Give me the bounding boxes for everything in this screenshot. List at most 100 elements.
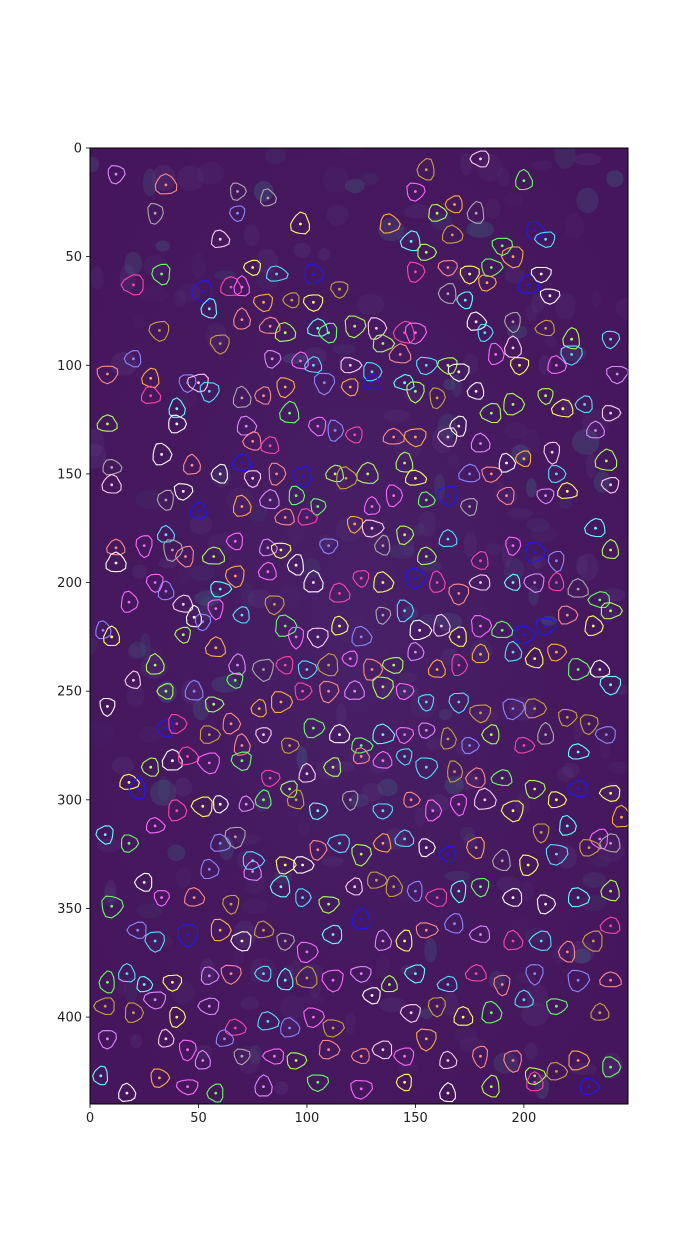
cell-contour: [505, 536, 522, 557]
cell-center-dot: [262, 668, 265, 671]
cell-center-dot: [424, 700, 428, 704]
cell-center-dot: [316, 848, 320, 852]
background-blob: [359, 172, 379, 185]
background-blob: [286, 517, 305, 545]
cell-center-dot: [160, 453, 164, 456]
cell-center-dot: [461, 1015, 465, 1019]
background-blob: [526, 518, 550, 532]
cell-center-dot: [233, 574, 237, 578]
background-blob: [249, 958, 264, 984]
background-blob: [320, 420, 343, 433]
cell-center-dot: [240, 744, 244, 747]
cell-center-dot: [576, 896, 580, 899]
background-blob: [576, 553, 599, 582]
background-blob: [601, 1052, 623, 1079]
cell-contour: [491, 620, 514, 638]
cell-contour: [395, 929, 413, 952]
cell-contour: [254, 965, 272, 982]
cell-contour: [469, 150, 490, 168]
background-blob: [430, 213, 453, 231]
cell-center-dot: [479, 559, 482, 563]
cell-center-dot: [609, 924, 612, 928]
background-blob: [133, 313, 146, 330]
cell-contour: [500, 800, 524, 823]
cell-center-dot: [576, 668, 580, 671]
cell-contour: [599, 675, 622, 696]
cell-center-dot: [414, 190, 417, 193]
y-tick-label: 0: [74, 142, 82, 157]
background-blob: [504, 421, 528, 439]
cell-center-dot: [160, 896, 164, 899]
cell-contour: [406, 261, 426, 283]
cell-center-dot: [539, 831, 543, 834]
cell-contour: [158, 1028, 175, 1048]
x-tick-label: 50: [190, 1111, 207, 1126]
cell-contour: [298, 762, 316, 783]
cell-center-dot: [576, 978, 580, 982]
cell-center-dot: [186, 933, 190, 936]
background-blob: [508, 696, 537, 721]
cell-contour: [396, 599, 415, 623]
cell-contour: [372, 334, 396, 353]
cell-contour: [496, 486, 515, 506]
cell-contour: [254, 1074, 273, 1097]
background-blob: [501, 538, 513, 567]
cell-contour: [215, 1029, 235, 1048]
cell-center-dot: [218, 587, 222, 591]
background-blob: [322, 166, 349, 194]
cell-center-dot: [359, 576, 363, 580]
cell-contour: [95, 620, 112, 640]
cell-contour: [416, 158, 435, 181]
cell-contour: [101, 895, 124, 919]
cell-center-dot: [479, 1054, 482, 1058]
cell-center-dot: [312, 726, 315, 730]
cell-center-dot: [175, 722, 179, 726]
cell-center-dot: [544, 733, 547, 736]
cell-center-dot: [446, 363, 450, 367]
cell-contour: [292, 466, 312, 488]
background-blob: [503, 192, 523, 208]
cell-contour: [361, 519, 385, 538]
cell-center-dot: [544, 326, 547, 330]
cell-center-dot: [251, 870, 255, 873]
cell-center-dot: [375, 878, 378, 882]
background-blob: [557, 766, 574, 783]
cell-center-dot: [158, 329, 161, 332]
cell-contour: [288, 485, 306, 506]
cell-center-dot: [457, 592, 461, 595]
cell-contour: [222, 712, 242, 735]
background-blob: [302, 347, 327, 366]
cell-center-dot: [132, 283, 135, 287]
cell-contour: [156, 683, 174, 700]
cell-contour: [498, 452, 517, 473]
cell-center-dot: [207, 389, 211, 393]
background-blob: [130, 1033, 143, 1049]
cell-center-dot: [294, 635, 298, 639]
cell-center-dot: [474, 972, 478, 975]
cell-contour: [468, 925, 491, 943]
background-blob: [293, 242, 311, 258]
cell-contour: [478, 274, 497, 292]
cell-center-dot: [262, 300, 265, 304]
cell-center-dot: [262, 733, 265, 736]
cell-center-dot: [457, 700, 461, 704]
cell-contour: [120, 590, 139, 613]
background-blob: [309, 974, 321, 999]
cell-contour: [352, 569, 370, 588]
cell-contour: [204, 696, 225, 713]
cell-center-dot: [511, 346, 515, 350]
cell-center-dot: [207, 974, 211, 978]
cell-contour: [344, 426, 363, 444]
cell-contour: [584, 615, 604, 636]
cell-contour: [264, 595, 285, 616]
cell-center-dot: [403, 755, 406, 758]
cell-center-dot: [201, 804, 205, 808]
cell-center-dot: [164, 589, 168, 593]
cell-center-dot: [153, 998, 157, 1002]
cell-contour: [233, 275, 250, 297]
cell-contour: [270, 542, 292, 559]
cell-contour: [606, 365, 628, 385]
cell-contour: [287, 626, 304, 650]
cell-center-dot: [533, 972, 537, 975]
cell-contour: [99, 697, 116, 717]
